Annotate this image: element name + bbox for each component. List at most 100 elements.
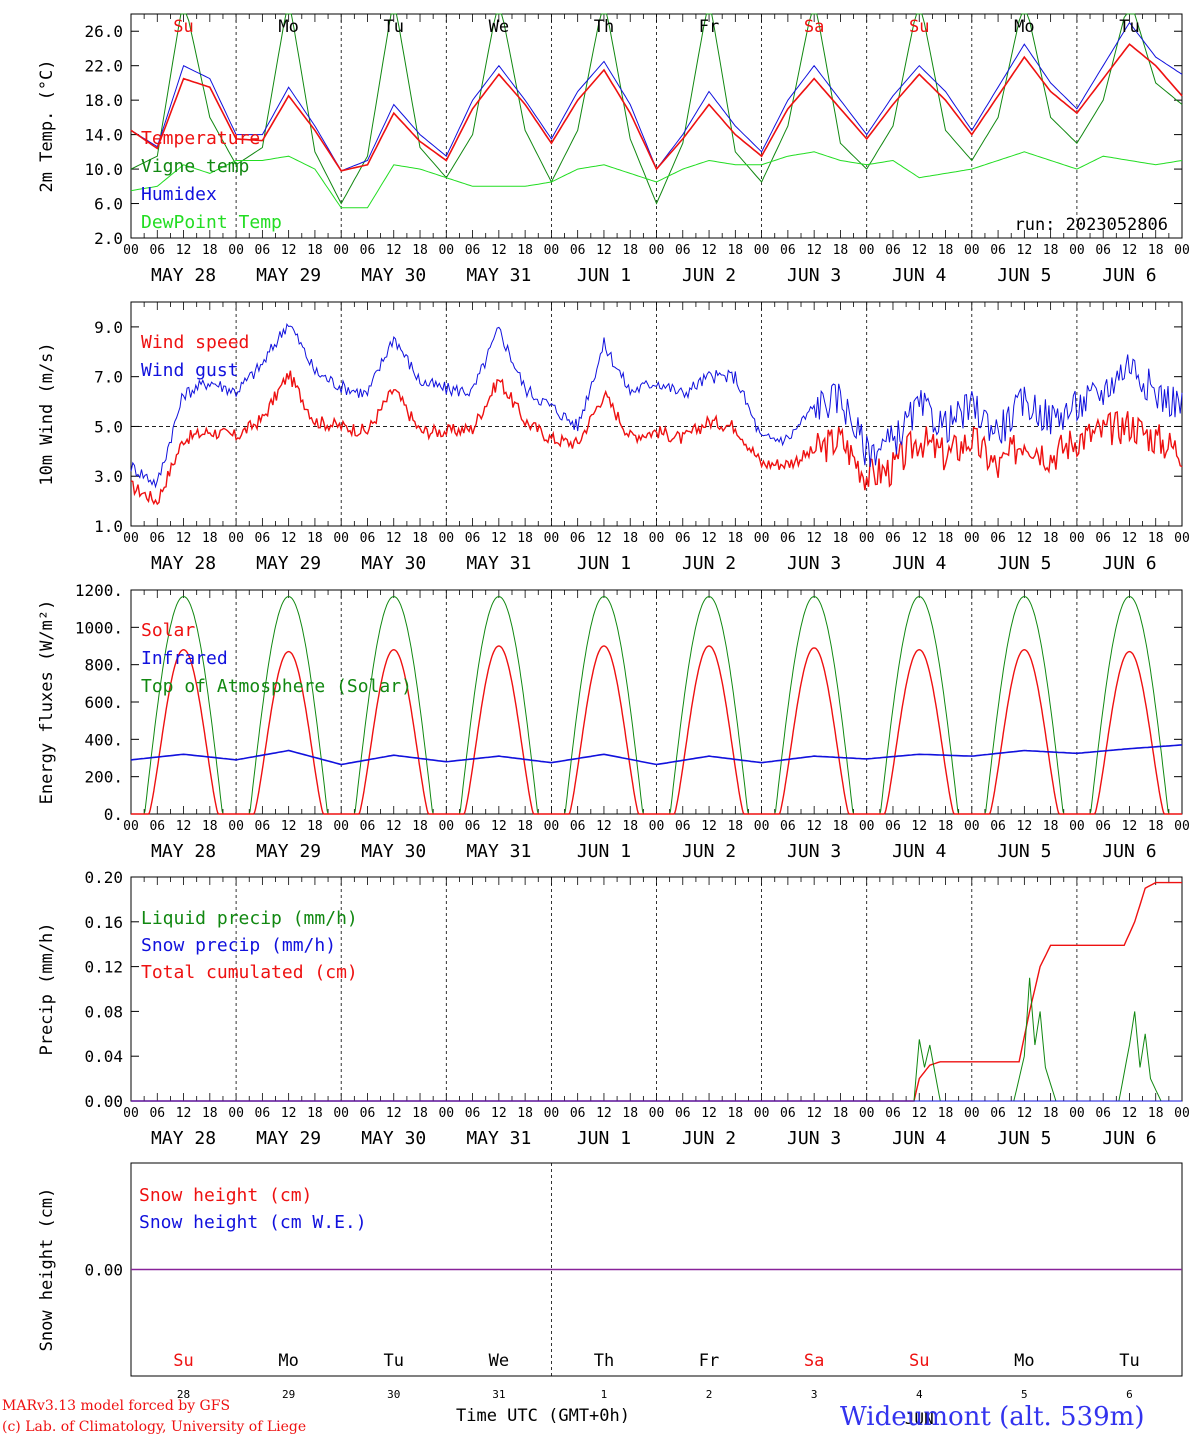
hour-tick-label: 00 xyxy=(333,1106,349,1121)
hour-tick-label: 18 xyxy=(1148,531,1164,546)
date-label: JUN 4 xyxy=(892,1128,946,1149)
date-label: MAY 28 xyxy=(151,265,216,286)
hour-tick-label: 00 xyxy=(649,531,665,546)
hour-tick-label: 06 xyxy=(780,531,796,546)
weekday-label: Tu xyxy=(1119,1351,1139,1371)
hour-tick-label: 18 xyxy=(1148,1106,1164,1121)
hour-tick-label: 00 xyxy=(438,819,454,834)
hour-tick-label: 06 xyxy=(360,819,376,834)
hour-tick-label: 00 xyxy=(228,243,244,258)
hour-tick-label: 06 xyxy=(675,531,691,546)
legend-entry: Snow precip (mm/h) xyxy=(141,935,336,956)
hour-tick-label: 12 xyxy=(281,243,297,258)
hour-tick-label: 00 xyxy=(649,1106,665,1121)
hour-tick-label: 12 xyxy=(281,531,297,546)
weekday-label: Mo xyxy=(1014,17,1034,37)
y-tick-label: 0.12 xyxy=(84,958,123,977)
day-number-label: 1 xyxy=(601,1388,608,1401)
hour-tick-label: 18 xyxy=(517,1106,533,1121)
y-tick-label: 10.0 xyxy=(84,160,123,179)
hour-tick-label: 12 xyxy=(176,819,192,834)
hour-tick-label: 00 xyxy=(964,243,980,258)
hour-tick-label: 00 xyxy=(859,819,875,834)
plot-frame xyxy=(130,301,1183,527)
date-label: JUN 5 xyxy=(997,553,1051,574)
hour-tick-label: 18 xyxy=(727,1106,743,1121)
date-label: MAY 30 xyxy=(361,265,426,286)
hour-tick-label: 06 xyxy=(1095,819,1111,834)
hour-tick-label: 06 xyxy=(255,243,271,258)
hour-tick-label: 12 xyxy=(386,1106,402,1121)
hour-tick-label: 12 xyxy=(911,531,927,546)
date-label: MAY 31 xyxy=(466,841,531,862)
hour-tick-label: 18 xyxy=(833,1106,849,1121)
hour-tick-label: 00 xyxy=(859,1106,875,1121)
y-tick-label: 18.0 xyxy=(84,91,123,110)
hour-tick-label: 00 xyxy=(438,531,454,546)
weekday-label: Su xyxy=(909,1351,929,1371)
hour-tick-label: 00 xyxy=(964,1106,980,1121)
hour-tick-label: 12 xyxy=(491,819,507,834)
hour-tick-label: 18 xyxy=(622,1106,638,1121)
day-number-label: 5 xyxy=(1021,1388,1028,1401)
hour-tick-label: 06 xyxy=(885,819,901,834)
hour-tick-label: 18 xyxy=(1148,243,1164,258)
date-label: MAY 31 xyxy=(466,265,531,286)
legend-entry: Solar xyxy=(141,620,195,641)
hour-tick-label: 00 xyxy=(1069,531,1085,546)
date-label: JUN 2 xyxy=(682,841,736,862)
y-tick-label: 22.0 xyxy=(84,57,123,76)
hour-tick-label: 06 xyxy=(1095,1106,1111,1121)
hour-tick-label: 00 xyxy=(649,243,665,258)
hour-tick-label: 06 xyxy=(465,1106,481,1121)
date-label: MAY 30 xyxy=(361,841,426,862)
hour-tick-label: 12 xyxy=(491,1106,507,1121)
hour-tick-label: 12 xyxy=(386,531,402,546)
hour-tick-label: 18 xyxy=(202,819,218,834)
hour-tick-label: 18 xyxy=(517,819,533,834)
legend-entry: Wind gust xyxy=(141,360,239,381)
date-label: JUN 3 xyxy=(787,553,841,574)
hour-tick-label: 00 xyxy=(123,243,139,258)
hour-tick-label: 12 xyxy=(1017,243,1033,258)
y-tick-label: 0.00 xyxy=(84,1092,123,1111)
hour-tick-label: 00 xyxy=(964,531,980,546)
legend-entry: Snow height (cm W.E.) xyxy=(139,1212,367,1233)
y-tick-label: 400. xyxy=(84,730,123,749)
hour-tick-label: 12 xyxy=(1122,531,1138,546)
hour-tick-label: 12 xyxy=(596,1106,612,1121)
hour-tick-label: 12 xyxy=(386,819,402,834)
legend-entry: DewPoint Temp xyxy=(141,212,282,233)
day-number-label: 30 xyxy=(387,1388,400,1401)
hour-tick-label: 18 xyxy=(202,1106,218,1121)
hour-tick-label: 06 xyxy=(465,819,481,834)
date-label: JUN 3 xyxy=(787,1128,841,1149)
y-axis-title: 10m Wind (m/s) xyxy=(37,342,57,485)
hour-tick-label: 00 xyxy=(1069,819,1085,834)
weekday-label: Su xyxy=(173,1351,193,1371)
legend-entry: Total cumulated (cm) xyxy=(141,962,358,983)
y-tick-label: 800. xyxy=(84,656,123,675)
hour-tick-label: 12 xyxy=(911,1106,927,1121)
hour-tick-label: 18 xyxy=(1043,531,1059,546)
hour-tick-label: 18 xyxy=(412,1106,428,1121)
hour-tick-label: 00 xyxy=(438,243,454,258)
y-tick-label: 2.0 xyxy=(94,229,123,248)
hour-tick-label: 18 xyxy=(412,243,428,258)
y-tick-label: 26.0 xyxy=(84,22,123,41)
legend-entry: Temperature xyxy=(141,128,260,149)
hour-tick-label: 12 xyxy=(806,243,822,258)
hour-tick-label: 18 xyxy=(1043,1106,1059,1121)
hour-tick-label: 00 xyxy=(754,819,770,834)
hour-tick-label: 06 xyxy=(360,531,376,546)
hour-tick-label: 00 xyxy=(333,819,349,834)
date-label: MAY 29 xyxy=(256,1128,321,1149)
weekday-label: Fr xyxy=(699,17,719,37)
panel-1: 00 06 12 18 MAY 28 00 06 12 18 MAY 29 00 06 12 18 MAY … xyxy=(37,13,1190,286)
y-tick-label: 0.08 xyxy=(84,1002,123,1021)
day-number-label: 3 xyxy=(811,1388,818,1401)
hour-tick-label: 06 xyxy=(675,819,691,834)
date-label: JUN 6 xyxy=(1102,265,1156,286)
date-label: MAY 28 xyxy=(151,1128,216,1149)
